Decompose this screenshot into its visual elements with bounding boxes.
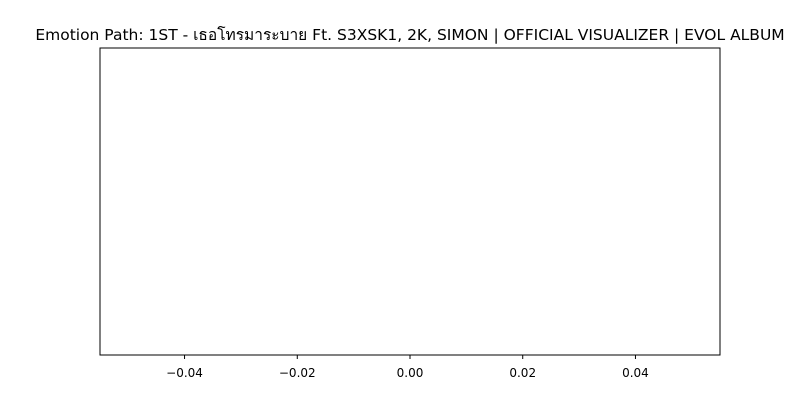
x-tick-label: 0.00 bbox=[397, 366, 424, 380]
x-tick-label: −0.04 bbox=[166, 366, 203, 380]
axes-frame bbox=[99, 47, 721, 356]
x-axis: −0.04 −0.02 0.00 0.02 0.04 bbox=[166, 355, 649, 380]
x-tick-label: −0.02 bbox=[279, 366, 316, 380]
plot-area bbox=[99, 47, 721, 356]
x-tick-label: 0.02 bbox=[509, 366, 536, 380]
x-tick-label: 0.04 bbox=[622, 366, 649, 380]
chart-title: Emotion Path: 1ST - เธอโทรมาระบาย Ft. S3… bbox=[35, 26, 784, 44]
